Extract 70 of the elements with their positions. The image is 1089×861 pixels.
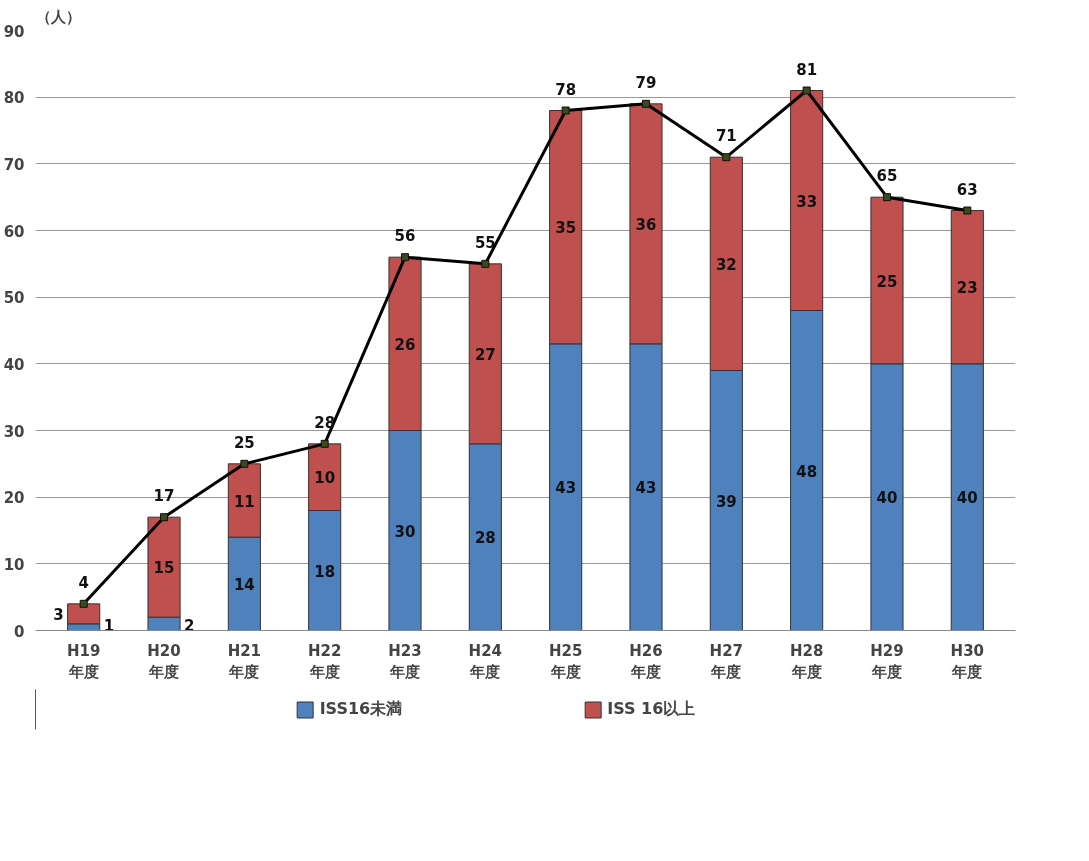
y-tick-label: 70 xyxy=(3,155,25,174)
x-tick-label: H26 年度 xyxy=(629,641,663,682)
data-label: 25 xyxy=(233,433,255,452)
y-tick-label: 50 xyxy=(3,289,25,308)
point xyxy=(963,206,972,215)
data-label: 40 xyxy=(956,489,978,508)
point xyxy=(802,86,811,95)
y-tick-label: 60 xyxy=(3,222,25,241)
x-tick-label: H27 年度 xyxy=(709,641,744,682)
legend-label: ISS 16以上 xyxy=(607,698,696,720)
y-axis-title: （人） xyxy=(35,7,81,26)
point xyxy=(481,259,490,268)
data-label: 35 xyxy=(555,219,577,238)
data-label: 40 xyxy=(876,489,898,508)
data-label: 23 xyxy=(956,279,978,298)
data-label: 33 xyxy=(796,192,818,211)
data-label: 28 xyxy=(474,529,496,548)
legend-label: ISS16未満 xyxy=(319,698,403,720)
x-tick-label: H21 年度 xyxy=(227,641,262,682)
point xyxy=(160,513,169,522)
x-tick-label: H28 年度 xyxy=(789,641,824,682)
data-label: 30 xyxy=(394,522,416,541)
data-label: 25 xyxy=(876,272,898,291)
point xyxy=(401,253,410,262)
y-tick-label: 90 xyxy=(3,22,25,41)
data-label: 81 xyxy=(796,60,818,79)
data-label: 65 xyxy=(876,167,898,186)
point xyxy=(641,99,650,108)
x-tick-label: H25 年度 xyxy=(548,641,583,682)
data-label: 11 xyxy=(233,492,255,511)
data-label: 79 xyxy=(635,73,657,92)
point xyxy=(320,439,329,448)
data-label: 48 xyxy=(796,462,818,481)
x-tick-label: H24 年度 xyxy=(468,641,503,682)
x-tick-label: H30 年度 xyxy=(950,641,985,682)
point xyxy=(561,106,570,115)
data-label: 15 xyxy=(153,559,175,578)
data-label: 36 xyxy=(635,215,657,234)
data-label: 10 xyxy=(314,469,336,488)
data-label: 27 xyxy=(474,345,496,364)
point xyxy=(79,599,88,608)
data-label: 43 xyxy=(555,479,577,498)
data-label: 78 xyxy=(555,80,577,99)
data-label: 56 xyxy=(394,227,416,246)
x-tick-label: H20 年度 xyxy=(147,641,181,682)
y-tick-label: 80 xyxy=(3,89,25,108)
data-label: 55 xyxy=(474,233,496,252)
data-label: 71 xyxy=(715,127,737,146)
data-label: 39 xyxy=(715,492,737,511)
y-tick-label: 0 xyxy=(14,622,25,641)
x-tick-label: H23 年度 xyxy=(388,641,422,682)
point xyxy=(240,459,249,468)
data-label: 14 xyxy=(233,575,255,594)
x-tick-label: H19 年度 xyxy=(66,641,101,682)
data-label: 63 xyxy=(956,180,978,199)
y-tick-label: 40 xyxy=(3,355,25,374)
data-label: 17 xyxy=(153,487,175,506)
data-label: 32 xyxy=(715,255,737,274)
point xyxy=(722,153,731,162)
x-tick-label: H29 年度 xyxy=(870,641,904,682)
data-label: 18 xyxy=(314,562,336,581)
data-label: 3 xyxy=(53,605,64,624)
data-label: 4 xyxy=(78,573,89,592)
point xyxy=(882,193,891,202)
x-tick-label: H22 年度 xyxy=(307,641,342,682)
data-label: 26 xyxy=(394,335,416,354)
data-label: 43 xyxy=(635,479,657,498)
y-tick-label: 10 xyxy=(3,555,25,574)
y-tick-label: 20 xyxy=(3,489,25,508)
y-tick-label: 30 xyxy=(3,422,25,441)
